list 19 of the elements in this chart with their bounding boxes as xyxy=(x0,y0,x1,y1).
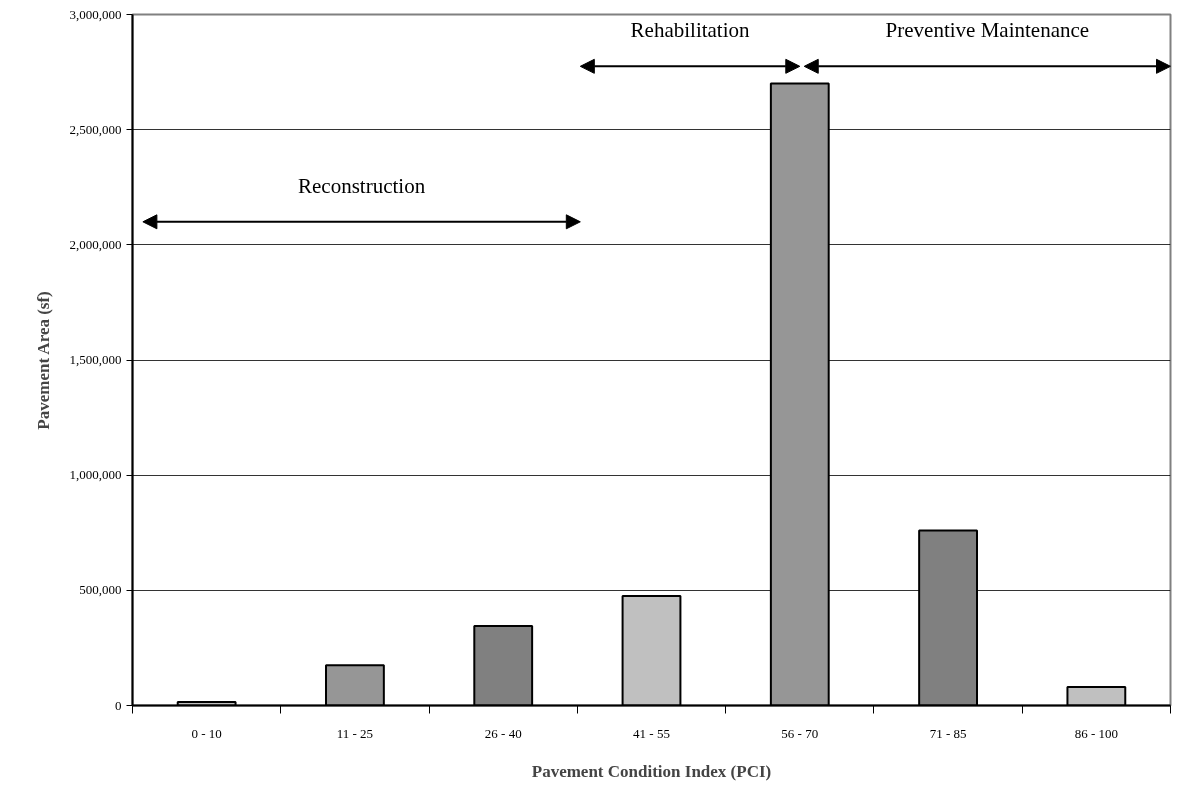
x-tick-label: 11 - 25 xyxy=(336,725,374,741)
y-axis-title: Pavement Area (sf) xyxy=(33,291,53,430)
y-tick-label: 500,000 xyxy=(79,582,122,598)
x-tick-label: 71 - 85 xyxy=(929,725,967,741)
y-tick-label: 1,000,000 xyxy=(69,467,122,483)
x-tick-label: 0 - 10 xyxy=(191,725,222,741)
x-tick-label: 26 - 40 xyxy=(484,725,522,741)
y-tick-label: 2,500,000 xyxy=(69,121,122,137)
annotation: Reconstruction xyxy=(298,173,426,198)
x-tick-label: 56 - 70 xyxy=(781,725,819,741)
y-tick-label: 1,500,000 xyxy=(69,352,122,367)
x-tick-label: 41 - 55 xyxy=(633,725,670,741)
y-tick-label: 0 xyxy=(115,697,122,713)
y-tick-label: 2,000,000 xyxy=(69,236,122,252)
annotation: Preventive Maintenance xyxy=(885,18,1090,43)
x-axis-title: Pavement Condition Index (PCI) xyxy=(531,761,772,781)
x-tick-label: 86 - 100 xyxy=(1074,725,1119,741)
annotation: Rehabilitation xyxy=(630,18,751,43)
y-tick-label: 3,000,000 xyxy=(69,6,122,22)
